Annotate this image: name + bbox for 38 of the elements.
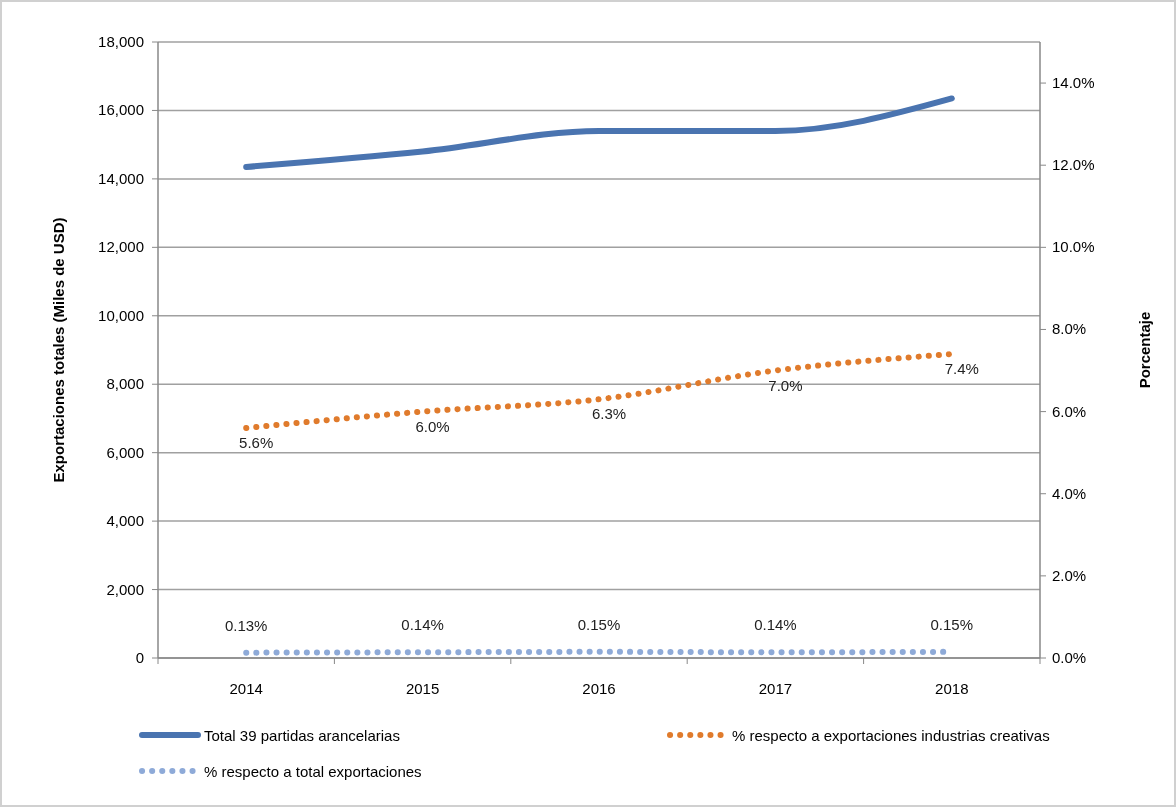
y2-tick-label: 2.0%	[1052, 566, 1087, 584]
y-tick-label: 6,000	[106, 443, 144, 461]
data-label: 7.0%	[768, 376, 803, 394]
data-label: 6.0%	[415, 417, 450, 435]
y2-axis-title: Porcentaje	[1136, 311, 1153, 389]
y-tick-label: 8,000	[106, 375, 144, 393]
x-tick-label: 2017	[758, 680, 793, 697]
x-tick-label: 2015	[405, 680, 440, 697]
data-label: 7.4%	[944, 360, 979, 378]
y-tick-label: 2,000	[106, 580, 144, 598]
data-label: 0.14%	[754, 616, 797, 634]
data-label: 0.15%	[930, 615, 974, 633]
data-label: 6.3%	[591, 405, 627, 423]
y-tick-label: 18,000	[98, 33, 144, 50]
y2-tick-label: 12.0%	[1052, 156, 1095, 174]
data-label: 0.14%	[401, 616, 444, 634]
x-tick-label: 2018	[935, 680, 969, 697]
y2-tick-label: 14.0%	[1052, 74, 1095, 92]
legend-label: Total 39 partidas arancelarias	[204, 727, 400, 744]
data-label: 0.13%	[224, 616, 268, 634]
data-label: 5.6%	[239, 434, 274, 452]
y-tick-label: 4,000	[106, 512, 144, 530]
y2-tick-label: 0.0%	[1052, 649, 1087, 666]
x-tick-label: 2014	[229, 680, 263, 697]
y2-tick-label: 8.0%	[1052, 320, 1087, 338]
data-label: 0.15%	[577, 615, 621, 633]
y-tick-label: 10,000	[98, 306, 144, 324]
legend-label: % respecto a exportaciones industrias creativas	[732, 727, 1050, 744]
y2-tick-label: 10.0%	[1052, 238, 1095, 256]
y-tick-label: 16,000	[98, 101, 144, 119]
y2-tick-label: 4.0%	[1052, 484, 1087, 502]
y-tick-label: 0	[135, 649, 144, 666]
y-tick-label: 14,000	[98, 169, 144, 187]
y-tick-label: 12,000	[98, 238, 144, 256]
y2-tick-label: 6.0%	[1052, 402, 1087, 420]
x-tick-label: 2016	[582, 680, 616, 697]
y-axis-title: Exportaciones totales (Miles de USD)	[50, 217, 67, 483]
legend-label: % respecto a total exportaciones	[204, 763, 422, 780]
